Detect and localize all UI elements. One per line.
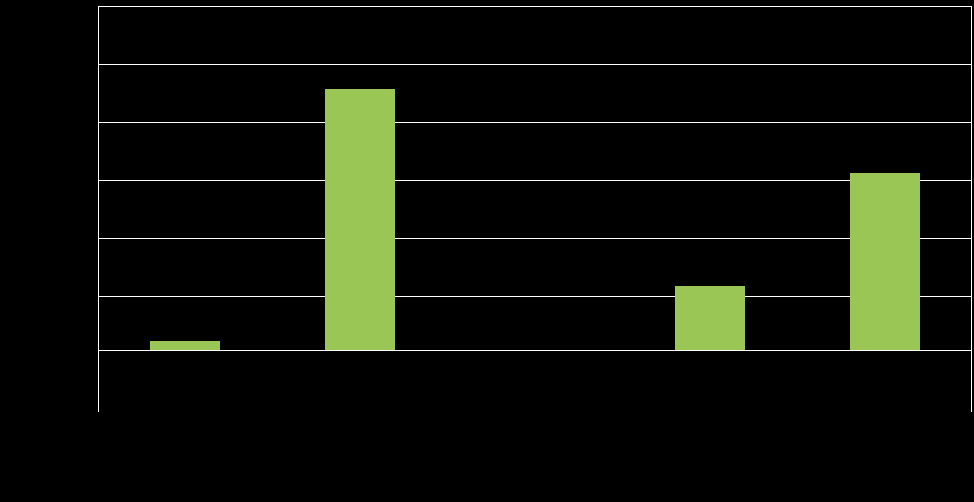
- bar: [850, 173, 920, 350]
- bar: [675, 286, 745, 350]
- plot-top-border: [98, 6, 972, 7]
- gridline: [98, 122, 972, 123]
- plot-right-border: [971, 6, 972, 412]
- gridline: [98, 64, 972, 65]
- bar-chart: [0, 0, 974, 502]
- bar: [325, 89, 395, 350]
- x-axis-baseline: [98, 350, 972, 351]
- plot-area: [98, 6, 972, 412]
- bar: [150, 341, 220, 350]
- plot-left-border: [98, 6, 99, 412]
- gridline: [98, 180, 972, 181]
- gridline: [98, 296, 972, 297]
- gridline: [98, 238, 972, 239]
